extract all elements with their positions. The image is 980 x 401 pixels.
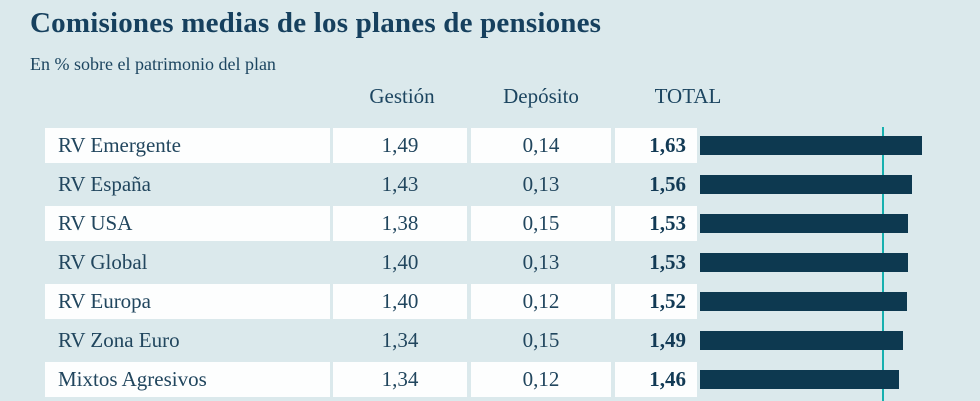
gestion-value-cell: 1,40 — [333, 284, 467, 319]
total-value-cell: 1,49 — [649, 328, 686, 352]
gestion-value-cell: 1,40 — [381, 250, 419, 274]
plan-name-cell: RV USA — [45, 206, 330, 241]
gestion-value-cell: 1,49 — [333, 128, 467, 163]
page-subtitle: En % sobre el patrimonio del plan — [30, 54, 276, 74]
page-title: Comisiones medias de los planes de pensi… — [30, 7, 602, 39]
table-row: RV USA 1,38 0,15 1,53 — [0, 206, 980, 241]
deposito-value-cell: 0,15 — [522, 328, 560, 352]
table-row: RV Zona Euro 1,34 0,15 1,49 — [0, 323, 980, 358]
deposito-value-cell: 0,13 — [522, 250, 560, 274]
gestion-value-cell: 1,38 — [333, 206, 467, 241]
deposito-value-cell: 0,12 — [471, 362, 611, 397]
table-row: RV Global 1,40 0,13 1,53 — [0, 245, 980, 280]
column-header-gestion: Gestión — [369, 84, 435, 108]
column-header-deposito: Depósito — [503, 84, 579, 108]
total-bar — [700, 292, 907, 311]
plan-name-cell: RV Global — [58, 250, 148, 274]
total-bar — [700, 214, 908, 233]
table-row: RV Europa 1,40 0,12 1,52 — [0, 284, 980, 319]
plan-name-cell: RV Europa — [45, 284, 330, 319]
deposito-value-cell: 0,13 — [522, 172, 560, 196]
total-bar — [700, 175, 912, 194]
deposito-value-cell: 0,12 — [471, 284, 611, 319]
plan-name-cell: RV España — [58, 172, 152, 196]
table-row: RV España 1,43 0,13 1,56 — [0, 167, 980, 202]
table-row: RV Emergente 1,49 0,14 1,63 — [0, 128, 980, 163]
total-value-cell: 1,46 — [615, 362, 697, 397]
total-value-cell: 1,56 — [649, 172, 686, 196]
plan-name-cell: RV Zona Euro — [58, 328, 180, 352]
plan-name-cell: RV Emergente — [45, 128, 330, 163]
column-header-total: TOTAL — [654, 84, 722, 108]
total-bar — [700, 370, 899, 389]
total-value-cell: 1,53 — [615, 206, 697, 241]
deposito-value-cell: 0,14 — [471, 128, 611, 163]
table-row: Mixtos Agresivos 1,34 0,12 1,46 — [0, 362, 980, 397]
total-value-cell: 1,52 — [615, 284, 697, 319]
total-bar — [700, 331, 903, 350]
gestion-value-cell: 1,43 — [381, 172, 419, 196]
gestion-value-cell: 1,34 — [381, 328, 419, 352]
total-bar — [700, 136, 922, 155]
plan-name-cell: Mixtos Agresivos — [45, 362, 330, 397]
total-value-cell: 1,63 — [615, 128, 697, 163]
gestion-value-cell: 1,34 — [333, 362, 467, 397]
total-value-cell: 1,53 — [649, 250, 686, 274]
total-bar — [700, 253, 908, 272]
deposito-value-cell: 0,15 — [471, 206, 611, 241]
